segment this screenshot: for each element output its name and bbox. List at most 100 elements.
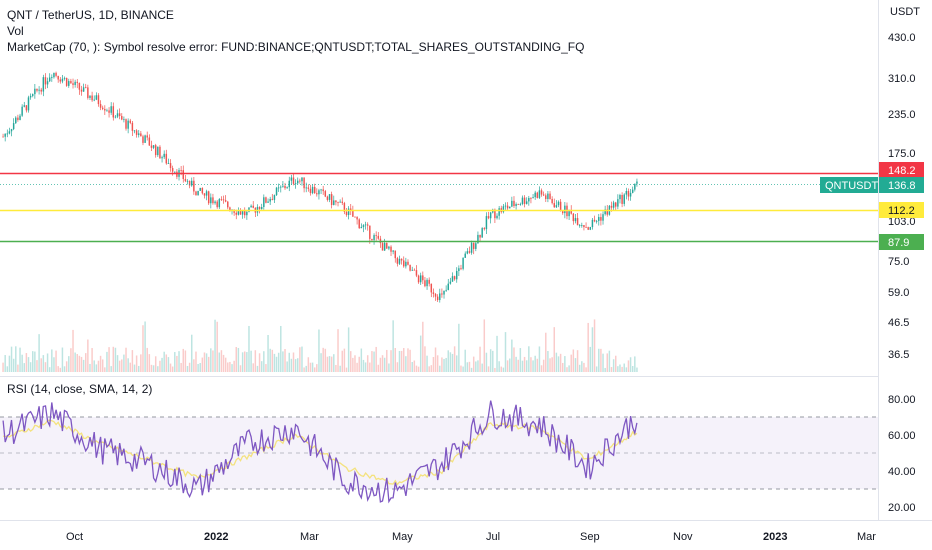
candle-body: [432, 292, 435, 294]
candle-body: [116, 113, 119, 117]
candle-body: [301, 177, 303, 182]
marketcap-error[interactable]: MarketCap (70, ): Symbol resolve error: …: [7, 40, 585, 54]
candle-body: [277, 187, 280, 189]
candle-body: [419, 275, 422, 283]
volume-bar: [506, 360, 509, 372]
volume-bar: [453, 346, 456, 372]
volume-bar: [301, 346, 303, 372]
candle-body: [186, 180, 189, 182]
candle-body: [610, 205, 613, 208]
candle-body: [581, 225, 583, 226]
volume-bar: [439, 365, 441, 372]
price-tick: 46.5: [888, 317, 909, 329]
candle-body: [42, 77, 45, 92]
price-tick: 235.0: [888, 109, 916, 121]
rsi-legend[interactable]: RSI (14, close, SMA, 14, 2): [7, 382, 153, 396]
rsi-line: [2, 400, 638, 504]
volume-bar: [589, 346, 592, 372]
volume-bar: [587, 322, 589, 372]
volume-bar: [125, 347, 127, 372]
candle-body: [288, 180, 291, 188]
volume-bar: [265, 364, 267, 372]
volume-bar: [97, 360, 100, 372]
volume-bar: [564, 356, 566, 372]
volume-bar: [610, 367, 613, 372]
volume-bar: [201, 357, 204, 372]
candle-body: [97, 95, 100, 105]
volume-bar: [227, 362, 229, 372]
candle-body: [51, 77, 53, 78]
volume-bar: [38, 334, 40, 372]
volume-bar: [21, 354, 23, 372]
candle-body: [443, 290, 445, 295]
time-axis[interactable]: Oct 2022 Mar May Jul Sep Nov 2023 Mar: [66, 531, 876, 543]
volume-bar: [419, 335, 422, 372]
candle-body: [366, 224, 369, 226]
volume-bar: [343, 348, 346, 372]
volume-bar: [93, 360, 95, 372]
volume-bar: [235, 347, 238, 372]
candle-body: [430, 283, 433, 293]
candle-body: [227, 201, 229, 208]
volume-bar: [369, 362, 371, 372]
candle-body: [347, 208, 350, 215]
candle-body: [12, 123, 15, 130]
candle-body: [250, 205, 252, 208]
candle-body: [125, 119, 127, 129]
chart-title[interactable]: QNT / TetherUS, 1D, BINANCE: [7, 8, 174, 22]
volume-bar: [29, 362, 32, 372]
candle-body: [585, 227, 587, 228]
candle-body: [133, 130, 136, 132]
volume-bar: [339, 365, 341, 372]
candle-body: [349, 208, 352, 211]
price-tick: 430.0: [888, 32, 916, 44]
volume-bar: [525, 360, 528, 372]
volume-bar: [277, 352, 280, 372]
candle-body: [629, 192, 632, 197]
candle-body: [449, 281, 452, 284]
candle-body: [305, 187, 307, 189]
volume-bar: [74, 352, 76, 372]
candle-body: [388, 246, 390, 249]
volume-bar: [182, 348, 185, 372]
volume-bar: [328, 356, 331, 372]
candle-body: [273, 195, 276, 200]
price-tick: 36.5: [888, 349, 909, 361]
volume-bar: [108, 347, 110, 372]
candle-body: [542, 194, 545, 196]
candle-body: [218, 199, 221, 208]
candle-body: [481, 228, 483, 238]
volume-bar: [184, 350, 187, 372]
candle-body: [99, 104, 102, 108]
candle-body: [188, 180, 191, 186]
candle-body: [121, 116, 123, 120]
volume-bar: [229, 361, 231, 372]
volume-bar: [364, 362, 367, 372]
candle-body: [146, 135, 148, 138]
candle-body: [163, 153, 165, 158]
candle-body: [199, 187, 201, 191]
volume-bar: [82, 359, 85, 372]
candle-body: [275, 187, 278, 196]
volume-bar: [218, 352, 221, 372]
candle-body: [506, 205, 509, 209]
price-axis[interactable]: 430.0 310.0 235.0 175.0 103.0 75.0 59.0 …: [888, 32, 916, 361]
rsi-axis[interactable]: 80.00 60.00 40.00 20.00: [888, 394, 916, 514]
volume-bar: [345, 367, 348, 372]
volume-bar: [123, 354, 125, 372]
volume-bar: [127, 358, 129, 372]
candle-body: [371, 238, 373, 241]
candle-body: [453, 276, 456, 280]
volume-bar: [574, 358, 577, 372]
volume-bar: [578, 364, 581, 372]
volume-legend[interactable]: Vol: [7, 24, 24, 38]
volume-bar: [246, 352, 248, 372]
time-tick: Nov: [673, 531, 693, 543]
candle-body: [337, 202, 339, 204]
candle-body: [241, 210, 244, 215]
time-tick: Mar: [857, 531, 876, 543]
candle-body: [36, 88, 38, 91]
volume-bar: [460, 365, 462, 372]
candle-body: [243, 210, 246, 216]
volume-bar: [428, 366, 430, 372]
